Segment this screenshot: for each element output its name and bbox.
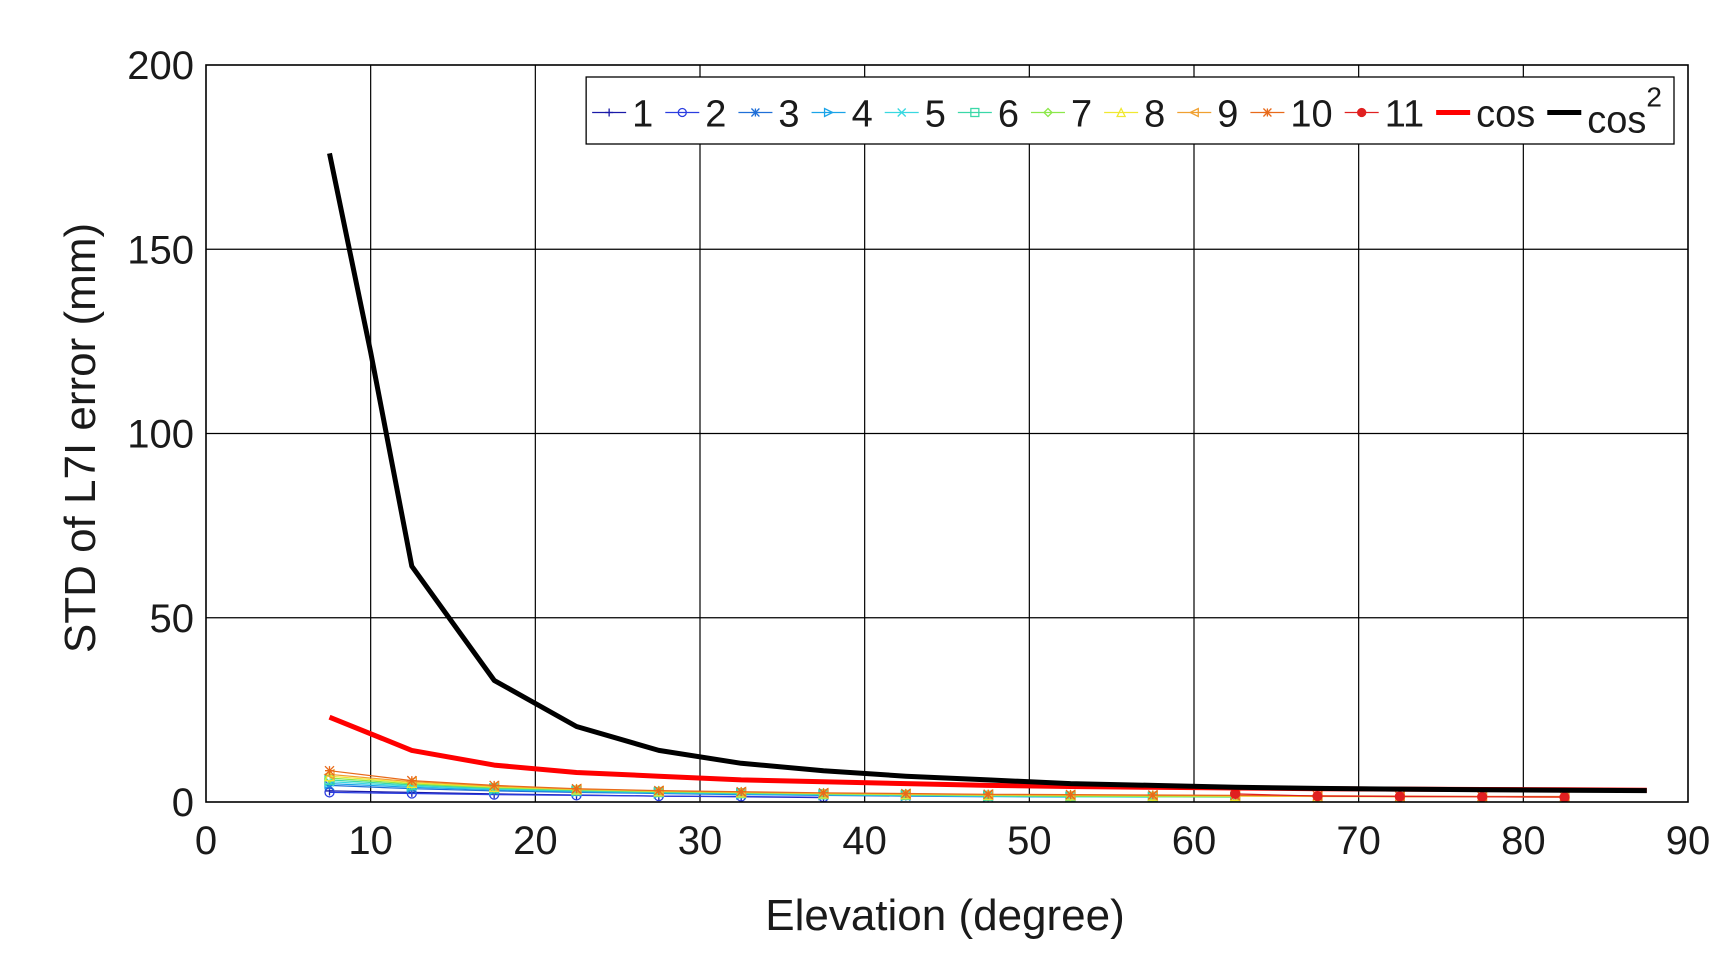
data-point-marker <box>489 780 500 791</box>
data-point-marker <box>1262 108 1272 117</box>
legend-label: 10 <box>1290 94 1332 136</box>
data-point-marker <box>406 775 417 786</box>
y-tick-label: 150 <box>127 228 194 272</box>
x-tick-label: 50 <box>1007 819 1052 863</box>
data-point-marker <box>818 787 829 798</box>
legend-label: 6 <box>998 94 1019 136</box>
legend-item: 4 <box>811 94 873 136</box>
legend-label: 7 <box>1071 94 1092 136</box>
data-point-marker <box>571 783 582 794</box>
data-point-marker <box>1065 789 1076 800</box>
x-tick-label: 0 <box>195 819 217 863</box>
x-tick-label: 70 <box>1336 819 1381 863</box>
x-tick-label: 80 <box>1501 819 1546 863</box>
plot-frame <box>205 64 1689 803</box>
legend-label: 9 <box>1217 94 1238 136</box>
data-point-marker <box>653 785 664 796</box>
data-point-marker <box>983 789 994 800</box>
data-point-marker <box>1312 790 1323 802</box>
legend-label: 1 <box>632 94 653 136</box>
data-point-marker <box>736 786 747 797</box>
data-point-marker <box>1394 791 1405 802</box>
legend-label: 8 <box>1144 94 1165 136</box>
y-tick-label: 50 <box>150 597 195 641</box>
x-tick-label: 40 <box>842 819 887 863</box>
data-point-marker <box>1230 788 1241 800</box>
legend-item: cos <box>1436 94 1535 136</box>
data-point-marker <box>1116 107 1127 118</box>
x-tick-label: 30 <box>678 819 723 863</box>
legend-item: 1 <box>592 94 653 136</box>
legend-item: 2 <box>665 94 726 136</box>
legend-item: 10 <box>1250 94 1333 136</box>
series-line <box>327 152 1647 794</box>
y-tick-labels: 0 50 100 150 200 <box>127 44 194 825</box>
x-tick-label: 60 <box>1172 819 1217 863</box>
data-point-marker <box>970 107 980 118</box>
legend-item: 5 <box>884 94 946 136</box>
x-tick-labels: 0 10 20 30 40 50 60 70 80 90 <box>195 819 1710 863</box>
data-point-marker <box>897 108 907 117</box>
legend: 1 2 3 4 5 6 7 8 9 10 11 cos cos2 <box>585 76 1675 145</box>
data-point-marker <box>900 788 911 799</box>
x-tick-label: 10 <box>348 819 393 863</box>
series-11 <box>1230 788 1570 803</box>
data-point-marker <box>1188 107 1199 118</box>
x-tick-label: 90 <box>1666 819 1711 863</box>
y-tick-label: 200 <box>127 44 194 88</box>
data-point-marker <box>677 107 687 118</box>
x-axis-label: Elevation (degree) <box>765 891 1125 940</box>
data-point-marker <box>1559 792 1570 803</box>
data-point-marker <box>1147 790 1158 800</box>
series-cos² <box>327 152 1647 794</box>
data-point-marker <box>324 765 335 776</box>
legend-label: cos2 <box>1587 82 1662 142</box>
legend-label: 2 <box>705 94 726 136</box>
y-tick-label: 100 <box>127 413 194 457</box>
data-point-marker <box>1043 107 1053 118</box>
y-axis-label: STD of L7I error (mm) <box>56 223 105 653</box>
legend-item: 6 <box>957 94 1019 136</box>
data-point-marker <box>605 108 614 117</box>
legend-item: 8 <box>1104 94 1165 136</box>
legend-label: cos <box>1476 94 1535 136</box>
gridlines <box>206 65 1688 802</box>
data-point-marker <box>1477 791 1488 802</box>
legend-box <box>585 76 1675 145</box>
data-point-marker <box>823 107 835 118</box>
plot-lines <box>323 152 1647 803</box>
x-tick-label: 20 <box>513 819 558 863</box>
data-point-marker <box>750 108 760 117</box>
legend-item: 11 <box>1344 94 1424 136</box>
legend-item: 3 <box>738 94 800 136</box>
legend-item: 7 <box>1030 94 1092 136</box>
legend-label: 5 <box>925 94 946 136</box>
y-tick-label: 0 <box>172 781 194 825</box>
legend-item: 9 <box>1177 94 1238 136</box>
data-point-marker <box>1357 107 1367 118</box>
legend-label: 11 <box>1385 94 1424 136</box>
legend-label: 3 <box>778 94 799 136</box>
legend-label: 4 <box>852 94 873 136</box>
legend-item: cos2 <box>1547 82 1662 142</box>
